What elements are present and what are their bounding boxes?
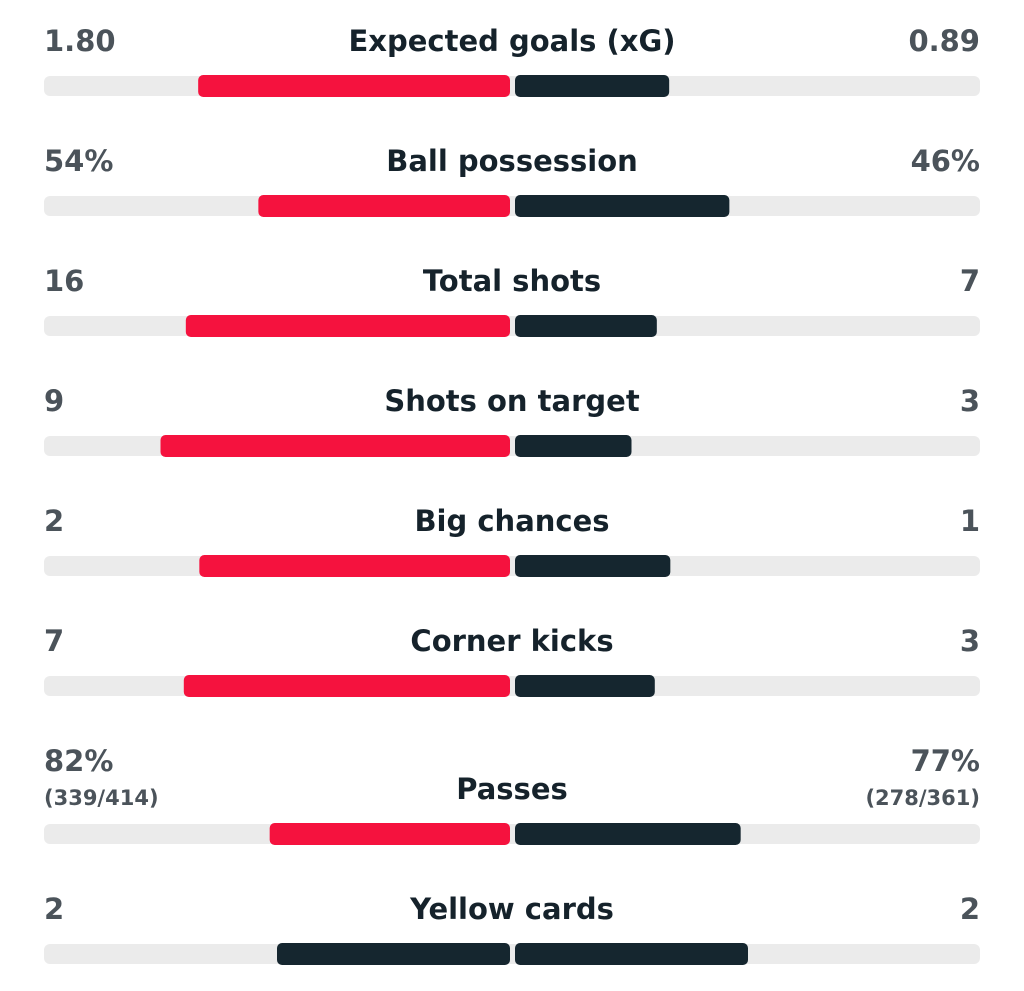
track <box>44 196 980 216</box>
home-bar <box>258 195 510 217</box>
stat-label: Shots on target <box>384 384 640 418</box>
away-bar <box>515 75 670 97</box>
home-value: 2 <box>44 504 64 538</box>
stat-label: Corner kicks <box>410 624 613 658</box>
track <box>44 316 980 336</box>
away-value: 3 <box>960 624 980 658</box>
home-value: 82% <box>44 744 113 778</box>
stat-label: Expected goals (xG) <box>348 24 675 58</box>
home-value: 2 <box>44 892 64 926</box>
away-bar <box>515 823 741 845</box>
home-bar <box>269 823 510 845</box>
away-value: 7 <box>960 264 980 298</box>
away-bar <box>515 675 655 697</box>
home-bar <box>198 75 510 97</box>
track <box>44 76 980 96</box>
away-bar <box>515 195 730 217</box>
stat-label: Big chances <box>414 504 609 538</box>
home-value: 1.80 <box>44 24 116 58</box>
stat-label: Ball possession <box>386 144 638 178</box>
home-value: 16 <box>44 264 84 298</box>
home-bar <box>199 555 511 577</box>
away-value: 3 <box>960 384 980 418</box>
home-detail: (339/414) <box>44 786 159 810</box>
home-bar <box>185 315 510 337</box>
home-bar <box>183 675 511 697</box>
away-detail: (278/361) <box>865 786 980 810</box>
stat-label: Yellow cards <box>409 892 614 926</box>
stat-label: Total shots <box>423 264 601 298</box>
home-value: 9 <box>44 384 64 418</box>
away-bar <box>515 435 632 457</box>
track <box>44 824 980 844</box>
stat-label: Passes <box>456 772 568 806</box>
away-bar <box>515 315 657 337</box>
away-value: 46% <box>911 144 980 178</box>
away-bar <box>515 555 671 577</box>
away-bar <box>515 943 748 965</box>
home-bar <box>160 435 510 457</box>
away-value: 1 <box>960 504 980 538</box>
away-value: 2 <box>960 892 980 926</box>
track <box>44 944 980 964</box>
away-value: 77% <box>911 744 980 778</box>
home-value: 7 <box>44 624 64 658</box>
away-value: 0.89 <box>908 24 980 58</box>
track <box>44 556 980 576</box>
home-value: 54% <box>44 144 113 178</box>
home-bar <box>277 943 510 965</box>
